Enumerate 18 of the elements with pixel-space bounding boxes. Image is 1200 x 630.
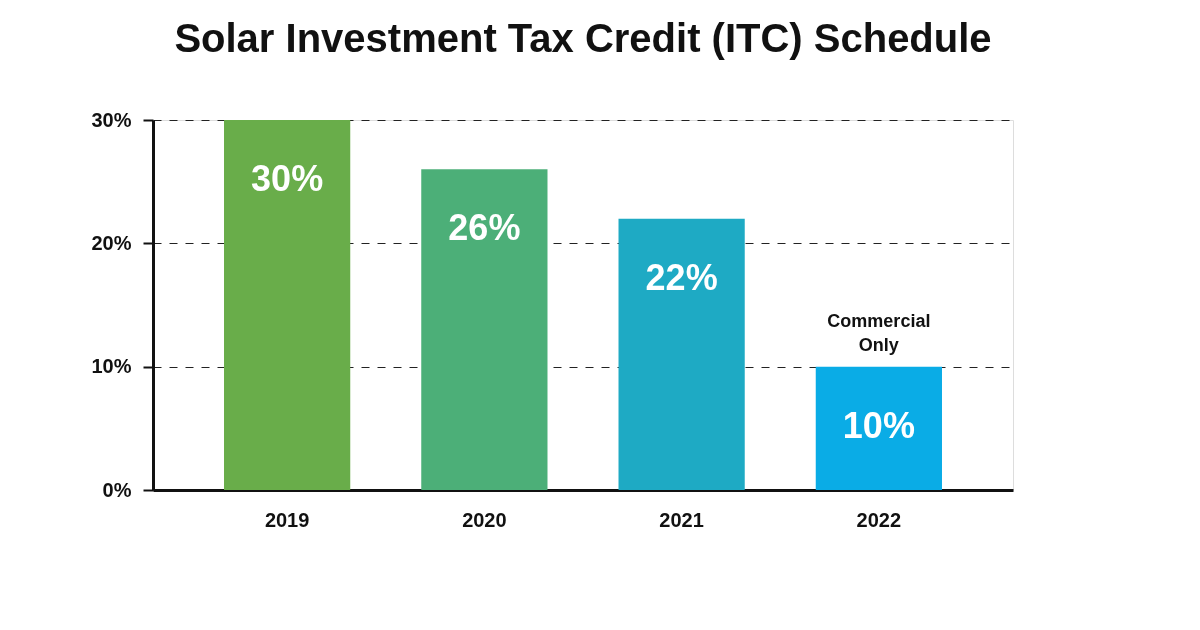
bar — [815, 366, 942, 490]
x-tick-label: 2020 — [462, 508, 507, 531]
annotation: Commercial Only — [827, 310, 931, 355]
data-label: 22% — [645, 256, 718, 298]
y-tick-label: 0% — [102, 478, 132, 501]
bar — [618, 218, 745, 490]
x-tick-label: 2022 — [856, 508, 902, 531]
y-tick-label: 20% — [91, 231, 132, 254]
x-tick-label: 2019 — [264, 508, 310, 531]
data-label: 26% — [448, 207, 521, 249]
y-tick-label: 30% — [91, 108, 132, 131]
bar — [224, 120, 351, 490]
bar — [421, 169, 548, 490]
x-tick-label: 2021 — [659, 508, 704, 531]
data-label: 30% — [251, 158, 324, 199]
y-tick-label: 10% — [91, 355, 132, 378]
chart-title: Solar Investment Tax Credit (ITC) Schedule — [174, 16, 992, 60]
data-label: 10% — [842, 404, 915, 446]
